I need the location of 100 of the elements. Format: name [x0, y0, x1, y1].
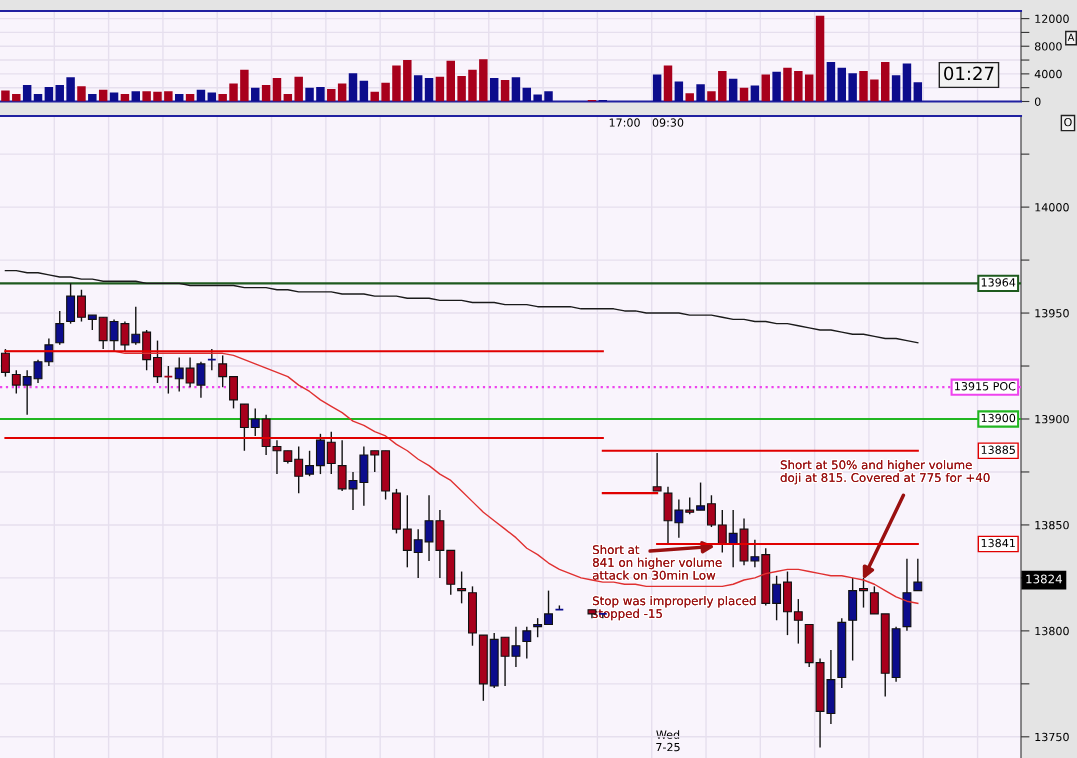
bar — [272, 78, 282, 102]
y-tick-label: 8000 — [1034, 42, 1062, 51]
candlestick — [544, 589, 553, 626]
bar — [164, 91, 173, 102]
text: O — [1064, 117, 1072, 127]
bar — [446, 60, 455, 102]
bar — [359, 80, 369, 102]
candlestick — [174, 356, 184, 393]
bar — [66, 77, 75, 102]
candlestick — [76, 289, 86, 323]
bar — [316, 86, 325, 102]
bar — [696, 84, 705, 102]
annotation: 13824 — [1026, 574, 1062, 584]
bar — [500, 80, 510, 102]
ref-line-label: 13964 — [981, 278, 1016, 287]
bar — [381, 82, 390, 102]
bar — [859, 71, 868, 102]
bar — [44, 86, 54, 102]
candlestick — [706, 494, 716, 528]
x-tick-label: 09:30 — [652, 118, 684, 127]
candlestick — [0, 348, 10, 378]
annotation: Short at 50% and higher volume doji at 815. Covered at 775 for +40 — [780, 460, 990, 485]
bar — [685, 93, 694, 102]
candlestick — [913, 558, 923, 592]
candlestick — [55, 310, 65, 346]
x-tick-label: 17:00 — [609, 118, 640, 127]
text: A — [1067, 33, 1075, 41]
bar — [815, 15, 825, 102]
bar — [12, 93, 21, 102]
bar — [435, 76, 445, 102]
bar — [783, 67, 792, 102]
candlestick — [326, 431, 336, 475]
bar — [533, 94, 542, 102]
bar — [794, 71, 803, 102]
y-tick-label: 13750 — [1035, 732, 1069, 742]
bar — [131, 91, 141, 102]
bar — [392, 65, 401, 102]
y-tick-label: 12000 — [1035, 14, 1069, 23]
bar — [913, 82, 923, 102]
bar — [489, 78, 499, 102]
bar — [348, 73, 358, 102]
y-tick-label: 13950 — [1035, 309, 1069, 318]
bar — [294, 76, 303, 102]
y-tick-label: 13900 — [1035, 414, 1069, 424]
candlestick — [522, 625, 532, 660]
candlestick — [717, 509, 727, 554]
bar — [891, 75, 901, 102]
candlestick — [218, 354, 228, 388]
bar — [848, 73, 857, 102]
y-tick-label: 14000 — [1035, 203, 1069, 212]
text: 13841 — [981, 538, 1015, 548]
bar — [413, 75, 423, 102]
candlestick — [772, 575, 782, 621]
text: 13885 — [981, 445, 1015, 454]
bar — [479, 59, 488, 102]
bar — [761, 74, 770, 102]
candlestick — [294, 445, 304, 494]
y-tick-label: 4000 — [1034, 69, 1062, 79]
bar — [544, 91, 553, 102]
bar — [305, 87, 314, 102]
bar — [218, 93, 227, 102]
annotation: 01:27 — [944, 66, 994, 81]
bar — [1, 90, 10, 102]
bar — [652, 74, 662, 102]
candlestick — [305, 450, 315, 477]
bar — [55, 84, 64, 102]
candlestick — [533, 617, 543, 638]
bar — [663, 65, 673, 102]
bar — [880, 62, 890, 102]
bar — [457, 75, 466, 102]
bar — [707, 91, 716, 102]
bar — [153, 91, 162, 102]
y-tick-label: 13800 — [1035, 626, 1069, 636]
candlestick — [11, 369, 21, 395]
bar — [240, 69, 249, 102]
bar — [511, 77, 521, 102]
y-tick-label: 13850 — [1035, 520, 1069, 530]
bar — [728, 78, 738, 102]
bar — [261, 84, 271, 102]
candlestick — [250, 407, 260, 437]
candlestick — [652, 452, 662, 492]
candlestick — [239, 403, 249, 452]
bar — [902, 63, 912, 102]
candlestick — [696, 481, 706, 511]
candlestick — [457, 570, 467, 605]
candlestick — [370, 450, 380, 473]
bar — [142, 91, 151, 102]
bar — [468, 69, 477, 102]
bar — [826, 62, 836, 102]
bar — [229, 83, 238, 102]
bar — [674, 81, 684, 102]
bar — [804, 74, 814, 102]
candlestick — [153, 339, 162, 384]
bar — [837, 67, 847, 102]
line-series — [4, 269, 919, 344]
candlestick — [793, 598, 803, 645]
candlestick — [229, 375, 238, 410]
candlestick — [869, 585, 879, 615]
bar — [77, 86, 86, 102]
bar — [403, 60, 412, 102]
